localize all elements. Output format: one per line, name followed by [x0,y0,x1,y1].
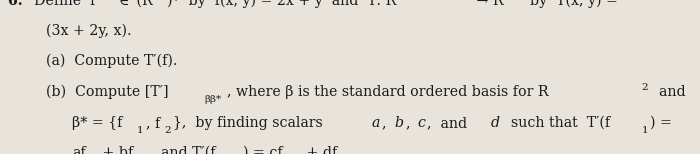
Text: ∈: ∈ [118,0,129,8]
Text: Define  f: Define f [34,0,99,8]
Text: ,  and: , and [428,116,477,130]
Text: d: d [491,116,500,130]
Text: c: c [417,116,425,130]
Text: + bf: + bf [98,146,134,154]
Text: , f: , f [146,116,160,130]
Text: , where β is the standard ordered basis for R: , where β is the standard ordered basis … [227,85,548,99]
Text: + df: + df [302,146,337,154]
Text: ββ*: ββ* [204,95,222,104]
Text: (R: (R [132,0,153,8]
Text: and T′(f: and T′(f [153,146,216,154]
Text: 2: 2 [641,83,648,92]
Text: 2: 2 [164,126,171,135]
Text: ,: , [382,116,391,130]
Text: 6.: 6. [8,0,28,8]
Text: },  by finding scalars: }, by finding scalars [173,116,327,130]
Text: (a)  Compute T′(f).: (a) Compute T′(f). [46,54,178,68]
Text: 1: 1 [642,126,649,135]
Text: by  T(x, y) =: by T(x, y) = [522,0,618,8]
Text: such that  T′(f: such that T′(f [503,116,610,130]
Text: .: . [356,146,361,154]
Text: β* = {f: β* = {f [72,116,122,130]
Text: ) = cf: ) = cf [243,146,282,154]
Text: and: and [650,85,686,99]
Text: ) =: ) = [650,116,673,130]
Text: (3x + 2y, x).: (3x + 2y, x). [46,23,132,38]
Text: b: b [394,116,403,130]
Text: → R: → R [472,0,503,8]
Text: (b)  Compute [T′]: (b) Compute [T′] [46,85,169,99]
Text: ,: , [405,116,414,130]
Text: a: a [372,116,380,130]
Text: 1: 1 [137,126,144,135]
Text: af: af [72,146,85,154]
Text: )*  by  f(x, y) = 2x + y  and  T: R: )* by f(x, y) = 2x + y and T: R [167,0,397,8]
